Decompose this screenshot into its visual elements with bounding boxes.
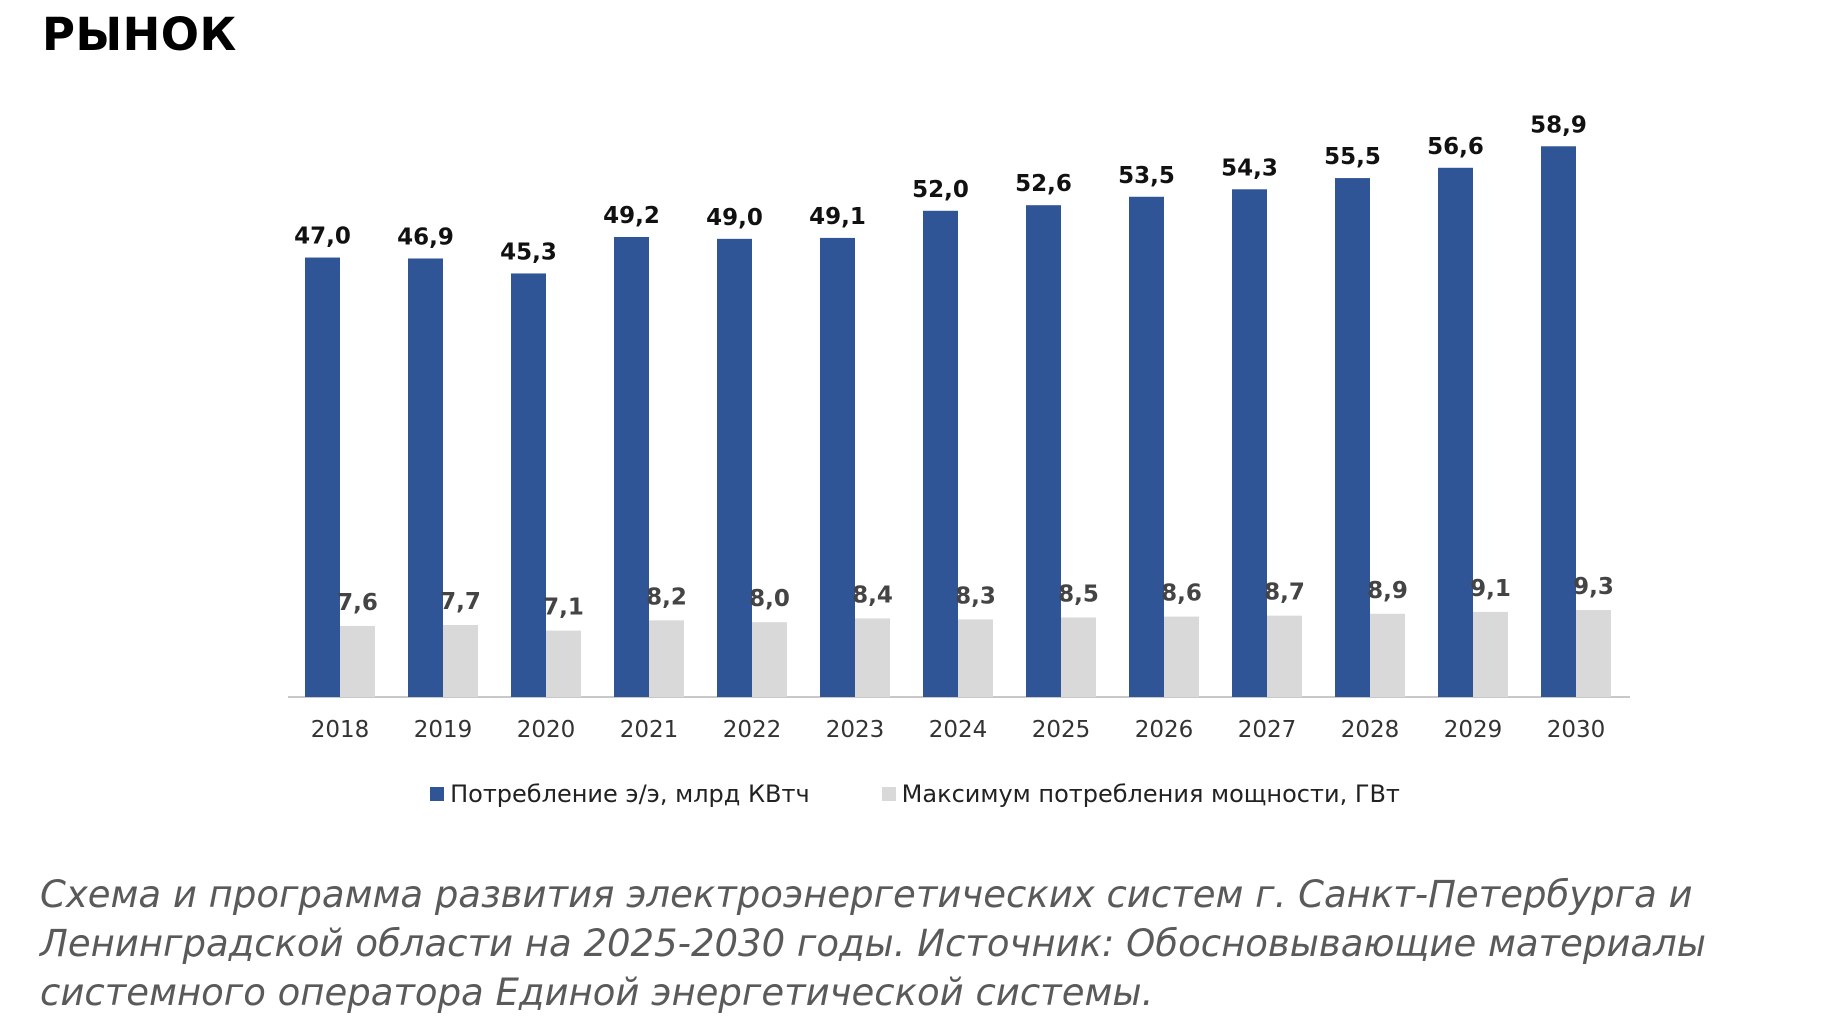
figure-caption: Схема и программа развития электроэнерге… [40,873,1706,1014]
x-tick-label-2027: 2027 [1238,717,1297,743]
bar-peak-power-2027 [1267,615,1302,697]
data-label-consumption-2022: 49,0 [706,205,763,231]
data-label-peak-power-2018: 7,6 [337,590,378,616]
bar-peak-power-2021 [649,620,684,697]
legend-swatch-consumption [430,787,445,801]
data-label-consumption-2024: 52,0 [912,177,969,203]
bar-consumption-2019 [408,258,443,697]
legend-item-consumption: Потребление э/э, млрд КВтч [430,780,810,808]
bar-consumption-2020 [511,273,546,697]
bar-peak-power-2028 [1370,613,1405,697]
data-label-consumption-2030: 58,9 [1530,112,1587,138]
bar-consumption-2029 [1438,167,1473,698]
bar-consumption-2024 [923,210,958,698]
x-tick-label-2026: 2026 [1135,717,1194,743]
bar-peak-power-2018 [340,625,375,697]
bar-chart: 47,0 7,6 2018 46,9 7,7 2019 45,3 7,1 2020 49,2 8,2… [288,112,1630,743]
bar-consumption-2018 [305,257,340,697]
data-label-consumption-2027: 54,3 [1221,155,1278,181]
bar-peak-power-2019 [443,625,478,697]
x-tick-label-2024: 2024 [929,717,988,743]
data-label-peak-power-2024: 8,3 [955,583,996,609]
bar-peak-power-2024 [958,619,993,697]
bar-peak-power-2022 [752,622,787,697]
data-label-consumption-2018: 47,0 [294,224,351,250]
bar-consumption-2023 [820,237,855,698]
legend-label-consumption: Потребление э/э, млрд КВтч [450,780,810,808]
bar-peak-power-2030 [1576,610,1611,697]
data-label-peak-power-2028: 8,9 [1367,578,1408,604]
data-label-peak-power-2029: 9,1 [1470,576,1511,602]
bar-peak-power-2025 [1061,617,1096,697]
bar-consumption-2025 [1026,205,1061,697]
x-tick-label-2029: 2029 [1444,717,1503,743]
bar-consumption-2026 [1129,196,1164,697]
legend-label-peak-power: Максимум потребления мощности, ГВт [901,780,1400,808]
data-label-peak-power-2020: 7,1 [543,595,584,621]
x-tick-label-2025: 2025 [1032,717,1091,743]
bar-peak-power-2029 [1473,611,1508,697]
x-tick-label-2023: 2023 [826,717,885,743]
x-tick-label-2022: 2022 [723,717,782,743]
data-label-consumption-2021: 49,2 [603,203,660,229]
data-label-peak-power-2030: 9,3 [1573,574,1614,600]
x-tick-label-2020: 2020 [517,717,576,743]
data-label-consumption-2025: 52,6 [1015,171,1072,197]
bar-consumption-2021 [614,236,649,698]
data-label-peak-power-2022: 8,0 [749,586,790,612]
bar-consumption-2027 [1232,189,1267,698]
bar-peak-power-2023 [855,618,890,697]
bar-consumption-2030 [1541,146,1576,697]
x-tick-label-2018: 2018 [311,717,370,743]
x-tick-label-2030: 2030 [1547,717,1606,743]
data-label-peak-power-2025: 8,5 [1058,582,1099,608]
legend-swatch-peak-power [881,787,896,801]
data-label-consumption-2023: 49,1 [809,204,866,230]
x-tick-label-2019: 2019 [414,717,473,743]
data-label-consumption-2019: 46,9 [397,224,454,250]
bar-peak-power-2026 [1164,616,1199,697]
data-label-peak-power-2021: 8,2 [646,584,687,610]
data-label-peak-power-2019: 7,7 [440,589,481,615]
bar-consumption-2022 [717,238,752,697]
data-label-peak-power-2027: 8,7 [1264,580,1305,606]
data-label-consumption-2020: 45,3 [500,239,557,265]
chart-legend: Потребление э/э, млрд КВтч Максимум потр… [0,780,1830,808]
bar-peak-power-2020 [546,630,581,697]
x-tick-label-2021: 2021 [620,717,679,743]
bar-consumption-2028 [1335,178,1370,697]
data-label-consumption-2026: 53,5 [1118,163,1175,189]
data-label-peak-power-2026: 8,6 [1161,581,1202,607]
page-title: РЫНОК [42,8,237,61]
data-label-peak-power-2023: 8,4 [852,582,893,608]
legend-item-peak-power: Максимум потребления мощности, ГВт [881,780,1400,808]
x-tick-label-2028: 2028 [1341,717,1400,743]
data-label-consumption-2028: 55,5 [1324,144,1381,170]
data-label-consumption-2029: 56,6 [1427,134,1484,160]
bar-chart-svg: 47,0 7,6 2018 46,9 7,7 2019 45,3 7,1 2020 49,2 8,2… [288,112,1630,743]
